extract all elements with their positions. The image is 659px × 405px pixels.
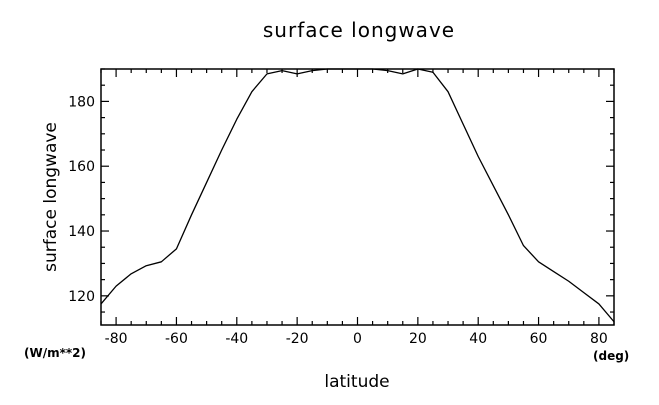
y-unit-label: (W/m**2) (24, 346, 86, 360)
y-tick-label: 180 (68, 94, 95, 110)
axis-ticks (100, 68, 615, 325)
y-tick-label: 140 (68, 224, 95, 240)
x-tick-label: 20 (409, 331, 427, 347)
axis-tick-labels: -80 -60 -40 -20 0 20 40 60 80 120 140 160 180 (68, 94, 608, 347)
y-axis-label: surface longwave (41, 122, 61, 272)
x-tick-label: -80 (105, 331, 128, 347)
y-tick-label: 120 (68, 289, 95, 305)
x-unit-label: (deg) (593, 349, 629, 363)
x-tick-label: -40 (225, 331, 248, 347)
plot-area: -80 -60 -40 -20 0 20 40 60 80 120 140 160 180 (68, 68, 615, 347)
plot-frame (100, 68, 615, 326)
x-tick-label: -60 (165, 331, 188, 347)
x-tick-label: 0 (353, 331, 362, 347)
y-tick-label: 160 (68, 159, 95, 175)
series-line (100, 68, 615, 323)
x-tick-label: 40 (469, 331, 487, 347)
x-tick-label: -20 (286, 331, 309, 347)
chart-title: surface longwave (263, 18, 455, 42)
x-tick-label: 80 (590, 331, 608, 347)
x-tick-label: 60 (530, 331, 548, 347)
x-axis-label: latitude (324, 372, 389, 392)
